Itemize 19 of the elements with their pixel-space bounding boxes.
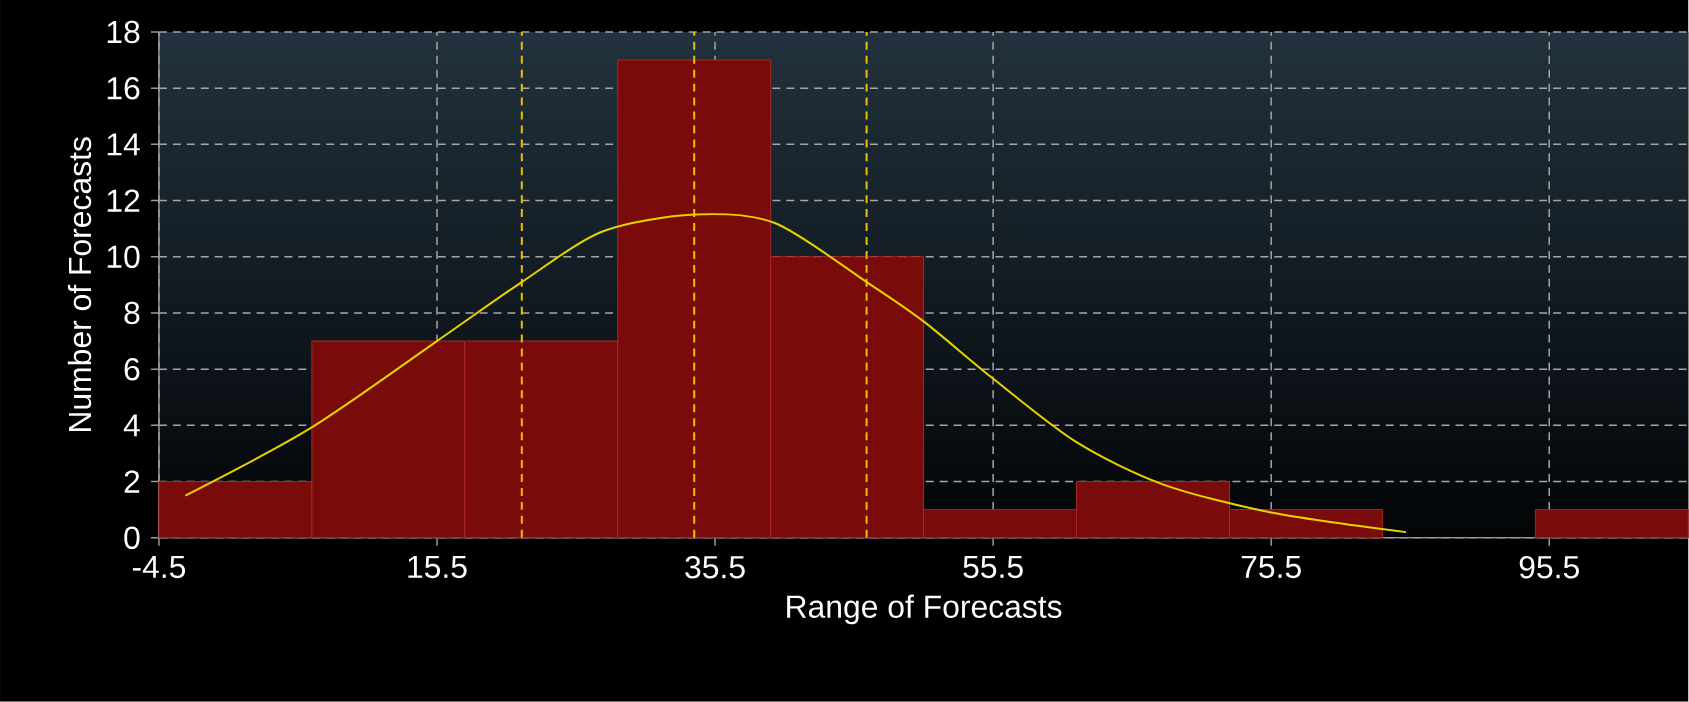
y-axis-title: Number of Forecasts [67, 137, 92, 432]
y-tick-label: 6 [124, 358, 140, 381]
y-tick-label: 0 [124, 526, 140, 550]
x-tick-label: 55.5 [963, 556, 1023, 579]
x-axis-title: Range of Forecasts [787, 594, 1062, 625]
y-tick-label: 12 [107, 189, 140, 212]
y-tick-label: 18 [107, 20, 140, 44]
y-tick-label: 8 [124, 301, 140, 325]
x-tick-label: 35.5 [685, 556, 745, 579]
x-tick-label: -4.5 [132, 556, 186, 579]
x-tick-label: 75.5 [1241, 556, 1301, 579]
line-series [184, 213, 1408, 534]
y-tick-label: 16 [107, 77, 140, 100]
x-tick-label: 15.5 [408, 556, 467, 579]
y-tick-label: 4 [123, 414, 140, 437]
y-tick-label: 2 [124, 470, 140, 493]
y-tick-label: 10 [107, 245, 140, 269]
y-tick-label: 14 [107, 133, 140, 156]
x-tick-label: 95.5 [1519, 556, 1579, 579]
